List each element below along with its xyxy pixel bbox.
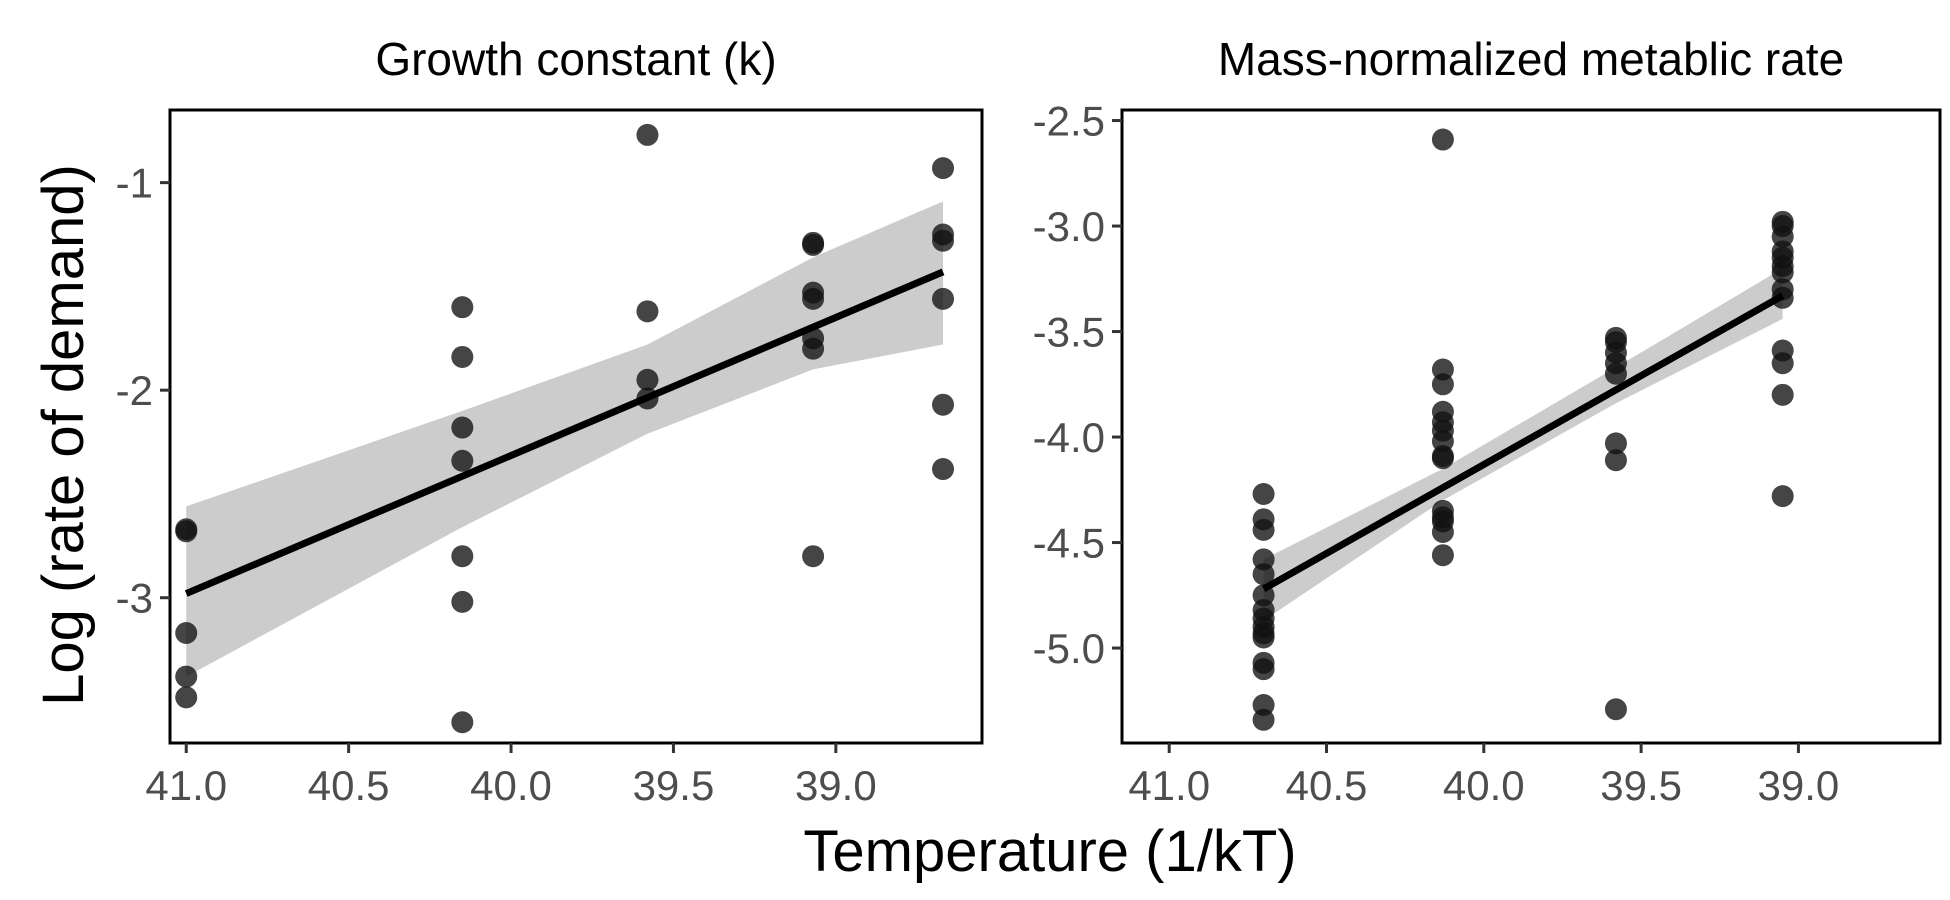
x-tick-label: 40.5 [1286,762,1368,809]
data-point [1771,485,1794,508]
x-tick-label: 39.0 [795,762,877,809]
fit-line [1261,292,1785,593]
y-tick-label: -2 [116,367,153,414]
x-tick-label: 40.5 [308,762,390,809]
x-tick-label: 41.0 [145,762,227,809]
x-tick-label: 39.5 [1600,762,1682,809]
data-point [1431,373,1454,396]
y-tick-label: -3 [116,575,153,622]
confidence-band [186,201,944,677]
fit-line [184,268,945,597]
data-point [1431,128,1454,151]
y-tick-label: -4.5 [1033,520,1105,567]
data-point [451,545,474,568]
data-point [1431,521,1454,543]
x-tick-label: 40.0 [1443,762,1525,809]
data-point [451,590,474,613]
data-point [932,393,955,416]
data-point [451,345,474,368]
data-point [1771,261,1794,284]
data-point [1604,362,1627,385]
data-point [1771,383,1794,406]
data-point [802,287,825,310]
data-point [932,157,955,180]
panel-border [1120,108,1942,745]
data-point [636,368,659,391]
data-point [175,686,198,709]
data-point [1604,432,1627,455]
data-point [1252,563,1275,586]
x-tick-label: 41.0 [1128,762,1210,809]
y-tick-label: -3.5 [1033,309,1105,356]
panel-metabolic-rate: Mass-normalized metablic rate 41.0 40.5 40.… [1033,33,1942,809]
data-point [1252,708,1275,731]
data-point [1431,544,1454,567]
x-tick-label: 39.5 [633,762,715,809]
data-point [932,458,955,481]
data-point [175,622,198,645]
y-tick-label: -4.0 [1033,414,1105,461]
x-axis-label: Temperature (1/kT) [803,819,1296,884]
data-point [1252,518,1275,541]
data-point [802,337,825,360]
data-point [1604,449,1627,472]
data-point [451,296,474,319]
y-tick-label: -1 [116,160,153,207]
data-point [175,665,198,688]
y-tick-label: -2.5 [1033,98,1105,145]
panel-growth-constant: Growth constant (k) 41.0 40.5 40.0 39.5 39.0 -… [116,33,984,809]
panel-border [168,108,984,745]
data-point [802,545,825,568]
data-point [1252,658,1275,681]
y-tick-label: -5.0 [1033,625,1105,672]
data-point [932,287,955,310]
data-point [802,233,825,256]
data-point [1431,447,1454,470]
data-point [636,300,659,323]
data-point [1252,626,1275,649]
data-point [636,123,659,146]
data-point [1771,352,1794,375]
x-tick-label: 40.0 [470,762,552,809]
data-point [451,711,474,734]
data-point [175,518,198,541]
y-tick-label: -3.0 [1033,203,1105,250]
y-axis-label: Log (rate of demand) [31,164,96,706]
data-point [1252,483,1275,506]
panel-title: Mass-normalized metablic rate [1218,33,1844,85]
data-point [1604,698,1627,721]
x-tick-label: 39.0 [1758,762,1840,809]
data-point [451,449,474,472]
panel-title: Growth constant (k) [375,33,776,85]
data-point [932,229,955,252]
data-point [451,416,474,439]
